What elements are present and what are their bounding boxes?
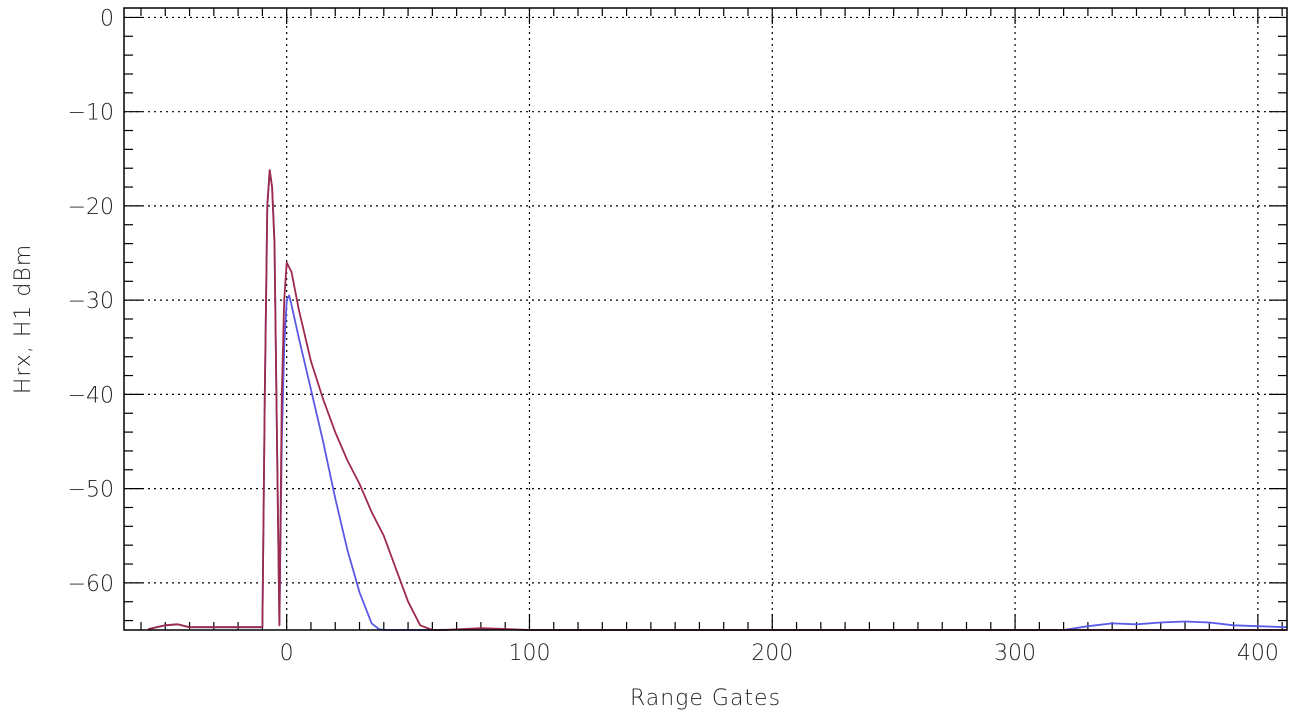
y-tick-label: −60 — [68, 572, 114, 597]
y-tick-label: −10 — [68, 101, 114, 126]
x-tick-label: 100 — [508, 641, 550, 666]
x-tick-label: 400 — [1237, 641, 1279, 666]
plot-frame — [123, 7, 1288, 631]
series-line-1 — [148, 169, 1288, 631]
grid — [124, 8, 1287, 630]
tick-marks — [124, 8, 1287, 630]
y-tick-label: −20 — [68, 195, 114, 220]
series-lines — [148, 169, 1288, 631]
x-tick-label: 0 — [280, 641, 294, 666]
y-tick-label: −40 — [68, 383, 114, 408]
y-tick-label: 0 — [100, 6, 114, 31]
x-tick-label: 300 — [994, 641, 1036, 666]
x-axis-label: Range Gates — [630, 686, 781, 711]
y-axis-label: Hrx, H1 dBm — [11, 244, 36, 394]
y-tick-label: −30 — [68, 289, 114, 314]
series-line-2 — [148, 169, 1287, 631]
y-tick-label: −50 — [68, 478, 114, 503]
x-tick-label: 200 — [751, 641, 793, 666]
tick-labels: 0 100 200 300 400 0 −10 −20 −30 −40 −50 −60 — [68, 6, 1279, 666]
